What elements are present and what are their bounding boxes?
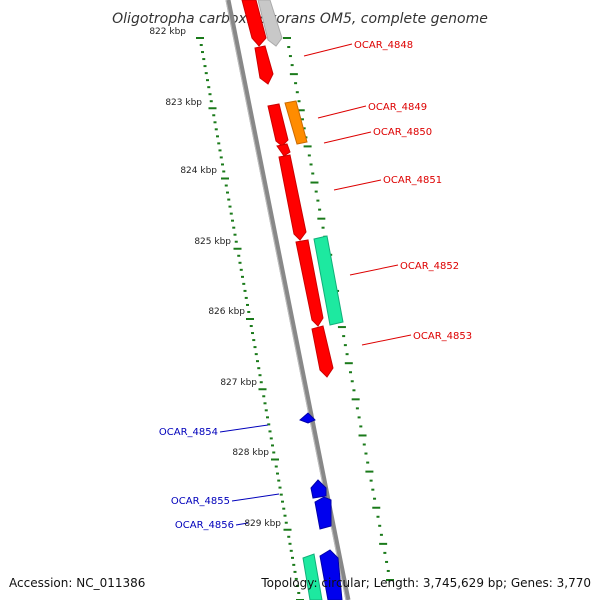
leader-lines [219, 43, 412, 526]
kbp-label: 826 kbp [208, 307, 245, 317]
gene-label[interactable]: OCAR_4848 [354, 40, 413, 51]
gene-ocar-4850[interactable] [267, 103, 289, 147]
gene-label[interactable]: OCAR_4853 [413, 331, 472, 342]
gene-bottom-green[interactable] [302, 553, 323, 600]
map-title: Oligotropha carboxidovorans OM5, complet… [112, 11, 488, 27]
gene-ocar-4849[interactable] [284, 100, 308, 145]
kbp-label: 825 kbp [194, 237, 231, 247]
gene-label[interactable]: OCAR_4852 [400, 261, 459, 272]
gene-label[interactable]: OCAR_4854 [159, 427, 218, 438]
tick-scales [196, 37, 394, 600]
kbp-label: 827 kbp [220, 378, 257, 388]
gene-ocar-4848[interactable] [241, 0, 267, 47]
gene-label[interactable]: OCAR_4856 [175, 520, 234, 531]
gene-label[interactable]: OCAR_4855 [171, 496, 230, 507]
genome-summary-text: Topology: circular; Length: 3,745,629 bp… [260, 576, 591, 590]
gene-label[interactable]: OCAR_4849 [368, 102, 427, 113]
gene-features [241, 0, 344, 600]
kbp-label: 828 kbp [232, 448, 269, 458]
gene-ocar-4850-small[interactable] [276, 143, 291, 157]
kbp-label: 829 kbp [244, 519, 281, 529]
gene-label[interactable]: OCAR_4851 [383, 175, 442, 186]
gene-bottom-blue[interactable] [319, 549, 343, 600]
gene-ocar-4852[interactable] [313, 235, 344, 326]
kbp-label: 823 kbp [165, 98, 202, 108]
gene-ocar-4851[interactable] [278, 154, 307, 241]
gene-ocar-4853[interactable] [311, 325, 334, 378]
gene-ocar-4856[interactable] [314, 496, 332, 530]
gene-ocar-4848-lower[interactable] [254, 45, 274, 85]
kbp-label: 824 kbp [180, 166, 217, 176]
gene-neighbour-grey[interactable] [257, 0, 283, 47]
gene-ocar-4852-companion[interactable] [295, 239, 324, 327]
gene-ocar-4854[interactable] [299, 412, 316, 424]
gene-label[interactable]: OCAR_4850 [373, 127, 432, 138]
kbp-label: 822 kbp [149, 27, 186, 37]
kbp-labels: 822 kbp 823 kbp 824 kbp 825 kbp 826 kbp … [149, 27, 281, 529]
accession-text: Accession: NC_011386 [9, 576, 145, 590]
gene-labels: OCAR_4848 OCAR_4849 OCAR_4850 OCAR_4851 … [159, 40, 472, 531]
gene-ocar-4855[interactable] [310, 479, 327, 499]
